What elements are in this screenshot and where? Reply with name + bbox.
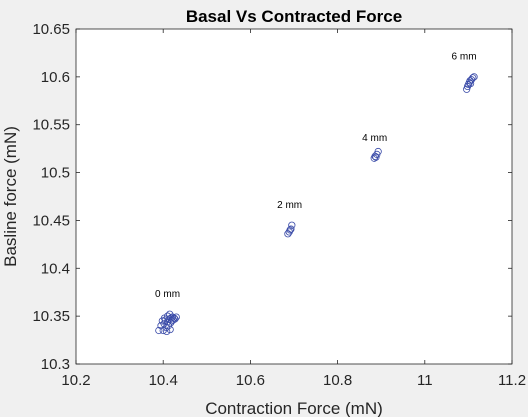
chart-title: Basal Vs Contracted Force (186, 7, 402, 26)
y-tick-label: 10.35 (32, 308, 70, 325)
data-point (466, 79, 475, 88)
y-tick-label: 10.4 (41, 260, 70, 277)
y-tick-label: 10.6 (41, 69, 70, 86)
y-tick-label: 10.55 (32, 117, 70, 134)
y-tick-label: 10.5 (41, 165, 70, 182)
point-annotation: 0 mm (155, 289, 180, 300)
data-point (160, 314, 169, 322)
axes: 10.2 10.4 10.6 10.8 11 11.2 10.3 10.35 10.4 10.45… (32, 21, 526, 389)
axes-box (75, 28, 513, 365)
plot-area (76, 29, 512, 364)
point-annotation: 4 mm (362, 133, 387, 144)
x-tick-label: 10.4 (149, 372, 178, 389)
data-points (155, 73, 478, 336)
y-axis-label: Basline force (mN) (1, 126, 20, 267)
data-point (286, 226, 294, 234)
y-tick-label: 10.3 (41, 356, 70, 373)
data-point (463, 85, 471, 93)
y-tick-label: 10.65 (32, 21, 70, 38)
x-axis-label: Contraction Force (mN) (205, 399, 383, 417)
data-point (162, 324, 170, 332)
x-tick-label: 10.6 (236, 372, 265, 389)
data-point (287, 225, 295, 233)
point-annotation: 2 mm (277, 200, 302, 211)
data-point (171, 315, 179, 323)
x-tick-label: 11.2 (498, 372, 526, 389)
data-point (374, 147, 382, 156)
data-point (163, 327, 171, 336)
y-tick-label: 10.45 (32, 212, 70, 229)
data-point (166, 325, 174, 334)
data-point (470, 73, 478, 81)
x-tick-label: 10.8 (323, 372, 352, 389)
data-point (155, 326, 163, 335)
x-tick-label: 11 (417, 372, 433, 389)
point-annotation: 6 mm (452, 52, 477, 63)
annotations: 0 mm 2 mm 4 mm 6 mm (155, 52, 476, 300)
x-tick-label: 10.2 (61, 372, 90, 389)
data-point (288, 221, 296, 229)
data-point (172, 313, 180, 321)
